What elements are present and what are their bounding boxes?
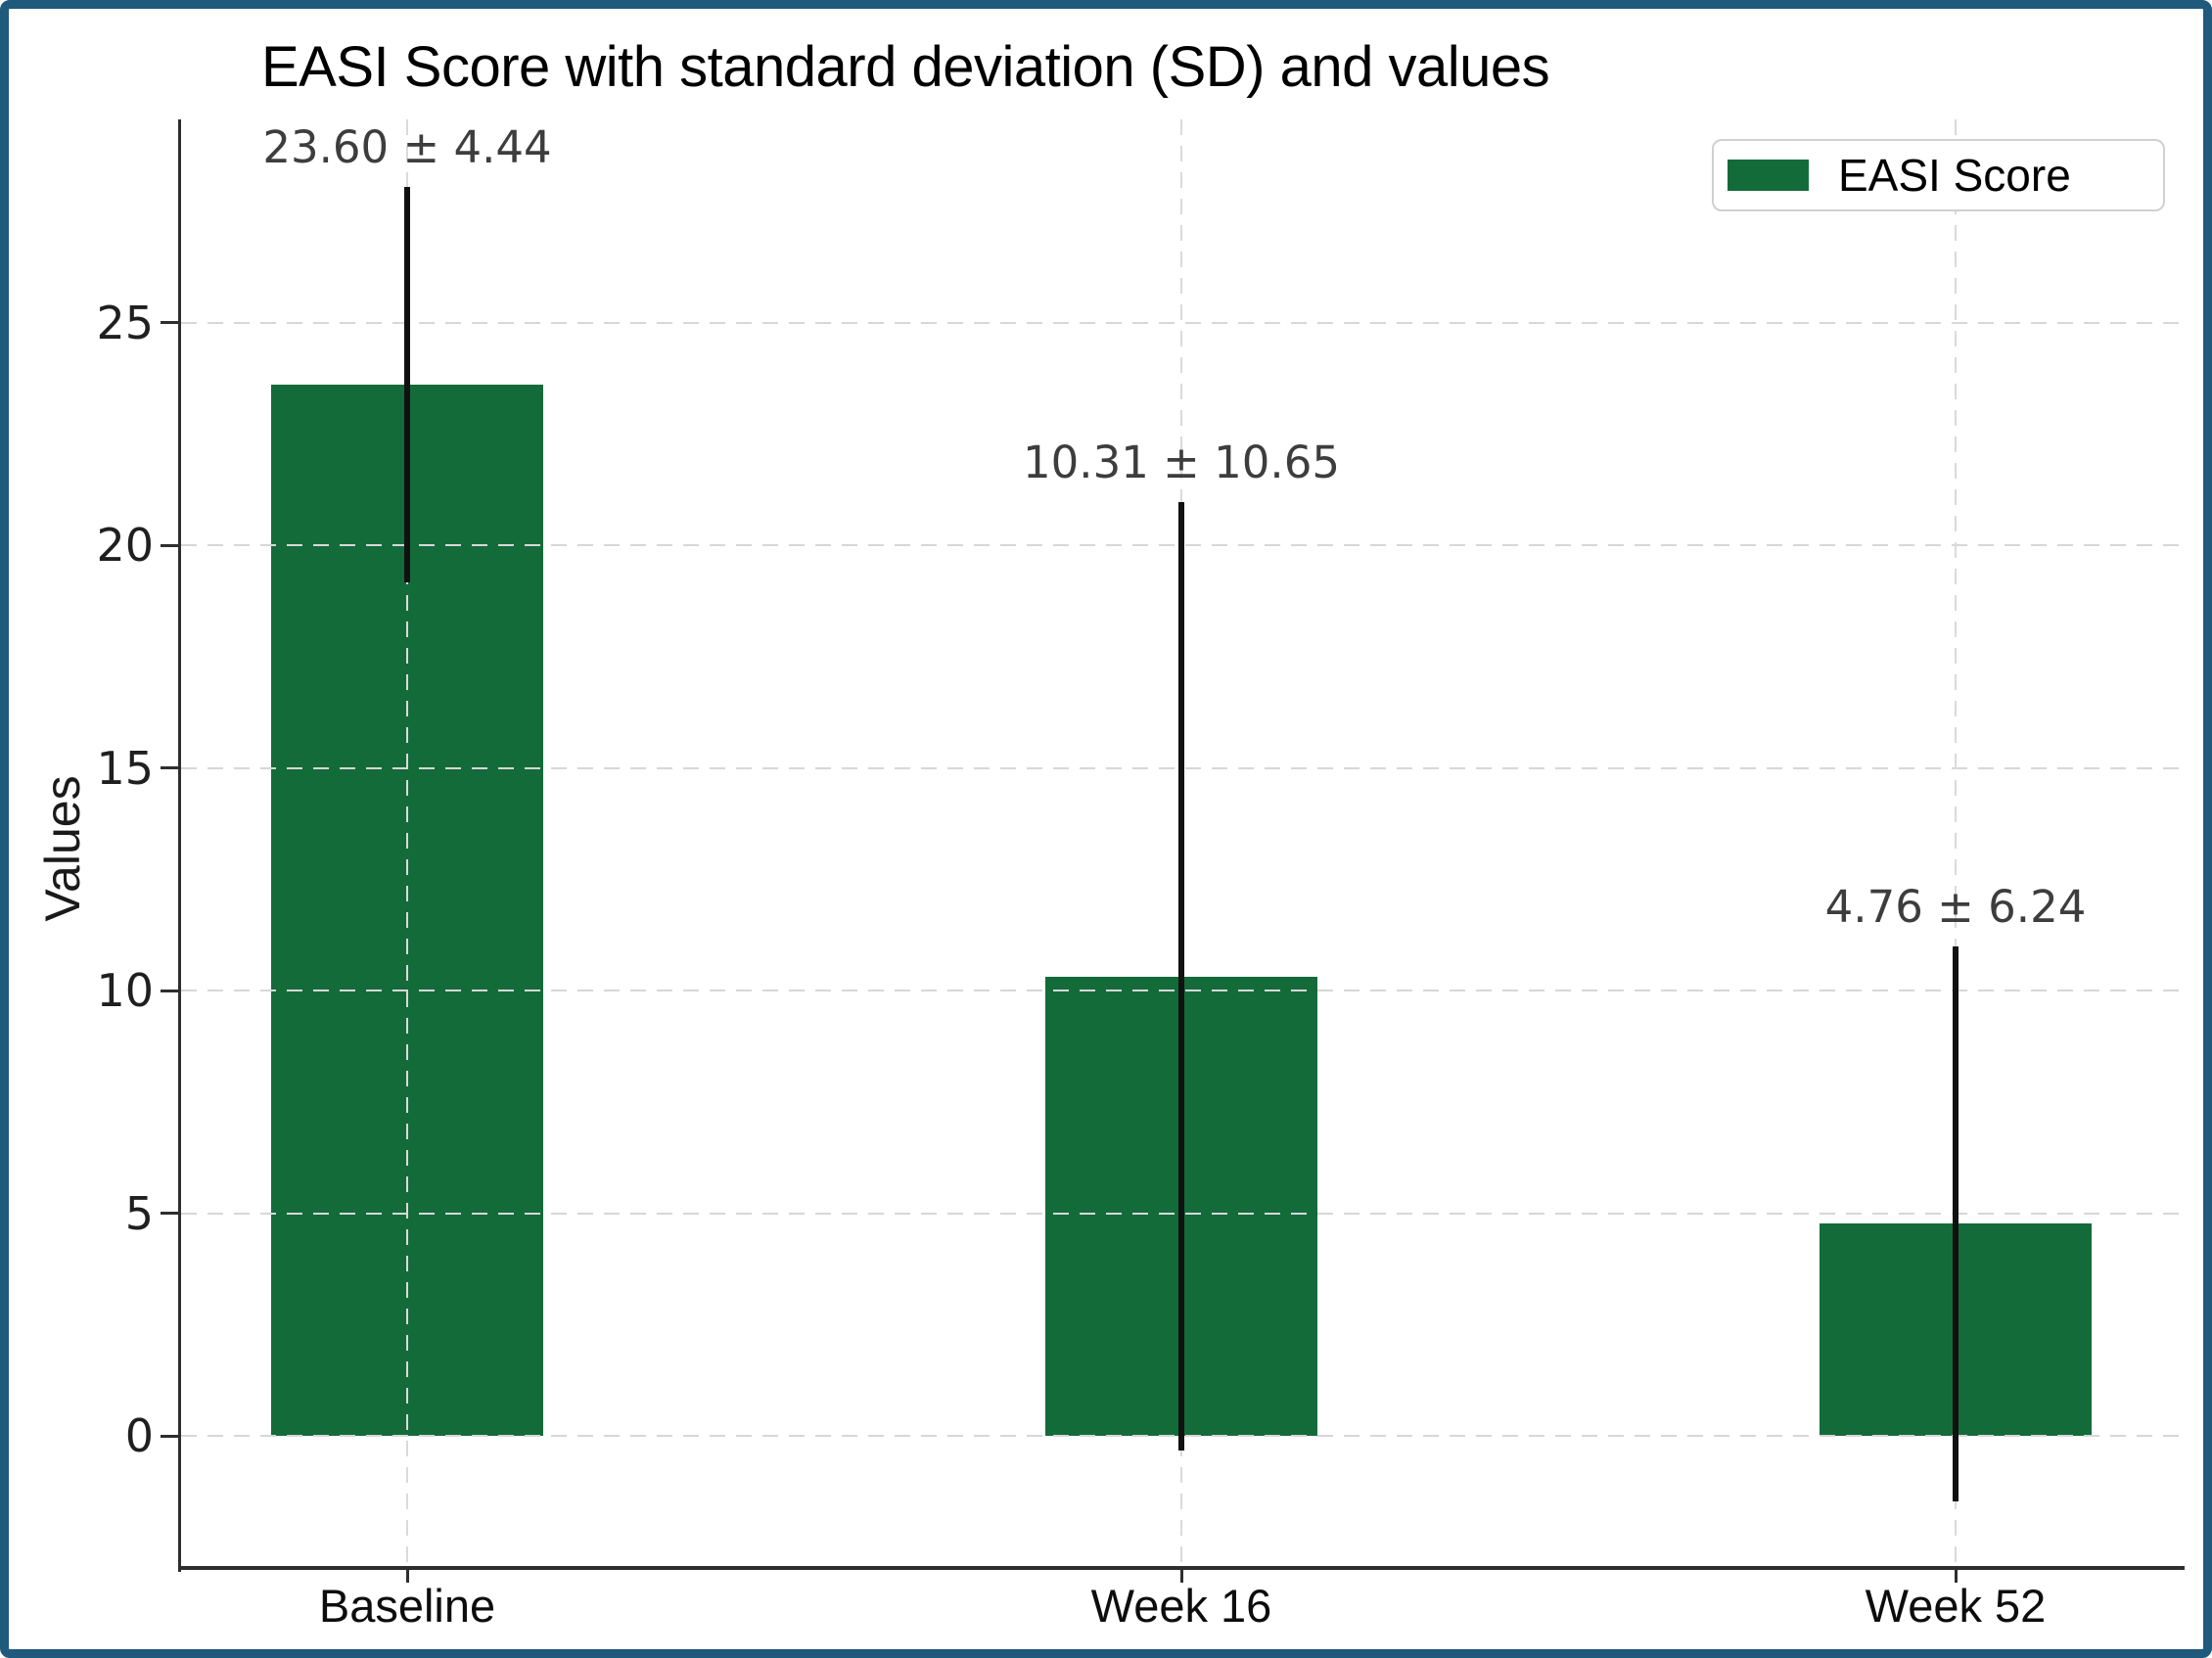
y-tick-mark [161,543,178,547]
y-tick-mark [161,989,178,992]
x-tick-label-week-16: Week 16 [1090,1580,1272,1632]
y-tick-label: 15 [96,741,154,795]
x-axis-spine [181,1566,2185,1570]
value-annotation: 10.31 ± 10.65 [1023,437,1340,489]
x-tick-label-baseline: Baseline [318,1580,496,1632]
y-tick-label: 20 [96,519,154,572]
error-bar-week-52 [1953,945,1959,1502]
y-tick-label: 10 [96,964,154,1017]
y-tick-mark [161,1434,178,1438]
y-tick-label: 5 [124,1186,154,1240]
y-axis-spine [178,119,181,1572]
y-tick-mark [161,321,178,324]
gridline-vertical [1955,119,1957,1568]
y-tick-label: 0 [124,1409,154,1462]
gridline-vertical [406,119,408,1568]
y-tick-mark [161,1212,178,1215]
x-tick-mark [1954,1568,1958,1583]
value-annotation: 4.76 ± 6.24 [1824,880,2087,933]
legend-color-swatch [1728,160,1809,191]
legend: EASI Score [1712,139,2165,211]
legend-label: EASI Score [1838,150,2071,201]
x-tick-label-week-52: Week 52 [1865,1580,2047,1632]
y-tick-label: 25 [96,296,154,349]
y-tick-mark [161,766,178,769]
error-bar-baseline [404,187,410,583]
value-annotation: 23.60 ± 4.44 [262,121,552,174]
gridline-horizontal [181,321,2185,324]
x-tick-mark [1179,1568,1183,1583]
error-bar-week-16 [1178,502,1184,1451]
y-axis-label: Values [35,775,90,922]
x-tick-mark [405,1568,409,1583]
chart-title: EASI Score with standard deviation (SD) … [261,35,1550,99]
